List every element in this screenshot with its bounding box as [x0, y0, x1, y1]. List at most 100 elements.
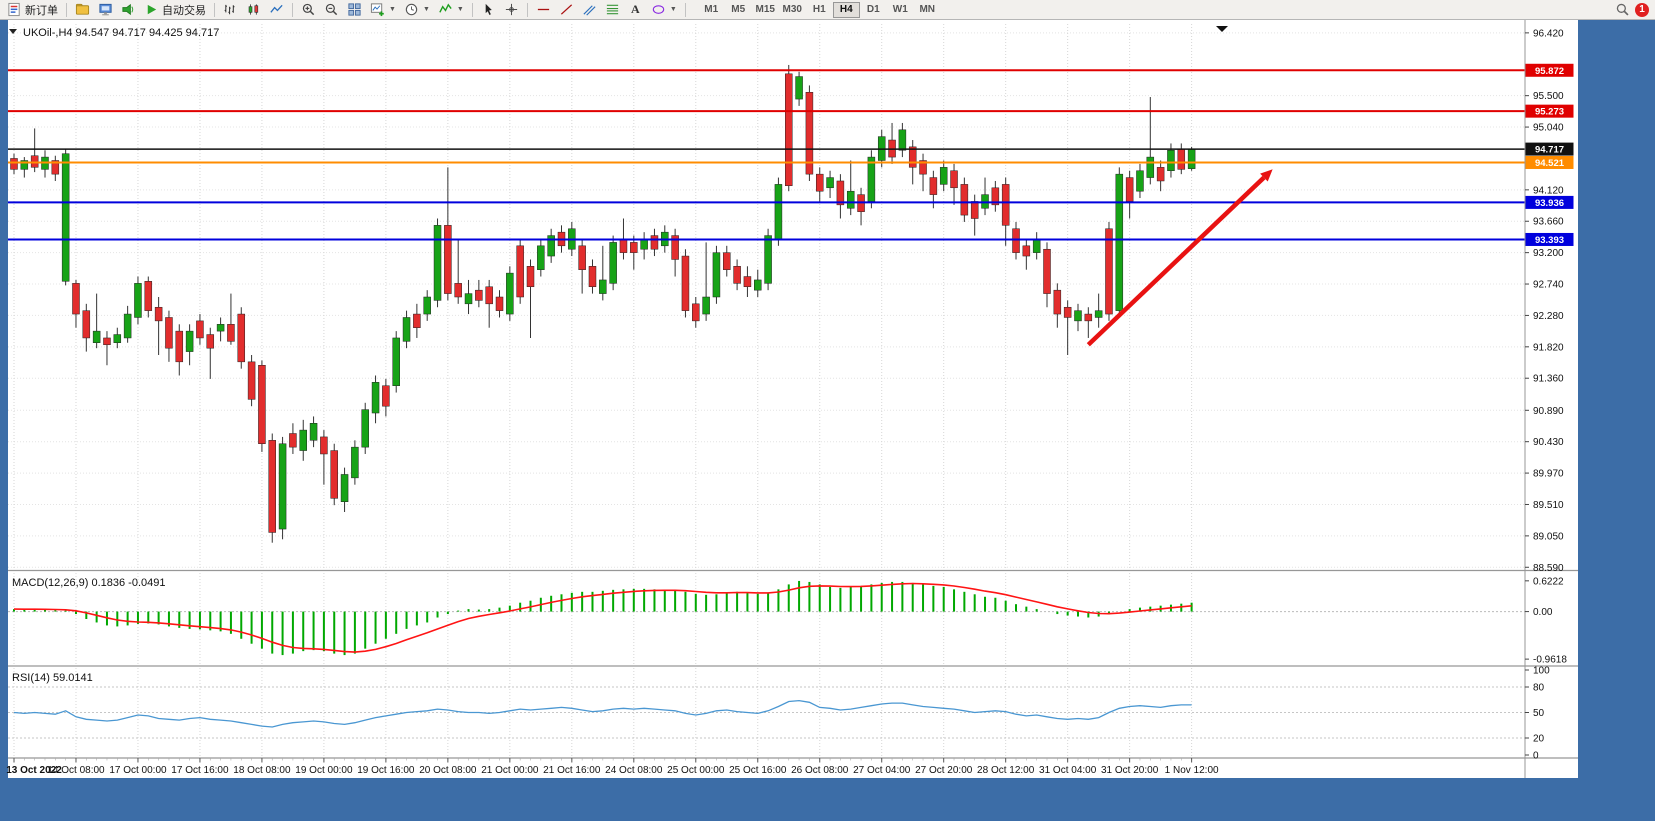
play-icon	[147, 4, 157, 15]
trendline-button[interactable]	[555, 1, 578, 19]
chart-area[interactable]: 96.420 95.500 95.040 94.120 93.660 93.200 92.7…	[0, 20, 1655, 821]
candle-body	[1001, 184, 1010, 226]
price-scale[interactable]: 96.420 95.500 95.040 94.120 93.660 93.200 92.7…	[1524, 20, 1574, 778]
price-lines	[8, 69, 1525, 241]
candle-body	[154, 306, 163, 322]
candlestick-chart-button[interactable]	[242, 1, 265, 19]
horizontal-line-button[interactable]	[532, 1, 555, 19]
trend-arrow[interactable]	[1086, 169, 1273, 347]
timeframe-d1[interactable]: D1	[860, 2, 887, 18]
editor-button[interactable]	[71, 1, 94, 19]
candle-body	[309, 423, 318, 441]
candle-body	[268, 440, 276, 533]
price-tick-label: 91.360	[1533, 374, 1564, 385]
zoom-in-icon	[302, 3, 315, 16]
candle-body	[702, 296, 710, 315]
new-order-icon	[8, 2, 20, 17]
candle-body	[1105, 228, 1113, 315]
candle-body	[103, 337, 111, 346]
time-axis-label: 17 Oct 16:00	[171, 765, 229, 776]
candle-body	[402, 317, 411, 342]
candle-body	[785, 73, 793, 187]
candle-body	[1136, 170, 1144, 192]
auto-trading-button[interactable]: 自动交易	[140, 1, 210, 19]
symbol-dropdown-icon[interactable]	[9, 29, 17, 34]
timeframe-m1[interactable]: M1	[698, 2, 725, 18]
candle-body	[258, 365, 266, 444]
new-chart-button[interactable]: ▼	[366, 1, 400, 19]
chart-title: UKOil-,H4 94.547 94.717 94.425 94.717	[23, 27, 219, 39]
candle-body	[671, 235, 679, 260]
price-badge-label: 94.521	[1535, 158, 1565, 169]
fibonacci-icon	[606, 4, 618, 15]
separator	[471, 2, 473, 17]
timeframe-m5[interactable]: M5	[725, 2, 752, 18]
zoom-out-button[interactable]	[320, 1, 343, 19]
candle-body	[299, 429, 307, 451]
fibonacci-button[interactable]	[601, 1, 624, 19]
candle-body	[371, 382, 380, 414]
price-badge	[1525, 104, 1574, 118]
candle-body	[599, 279, 607, 294]
zoom-out-icon	[325, 3, 338, 16]
timeframe-w1[interactable]: W1	[887, 2, 914, 18]
bar-chart-icon	[224, 4, 235, 15]
chevron-down-icon: ▼	[456, 6, 464, 13]
tile-windows-icon	[348, 3, 361, 16]
price-badge-label: 94.717	[1535, 145, 1564, 156]
candle-body	[712, 252, 721, 298]
candle-body	[61, 153, 70, 282]
crosshair-button[interactable]	[500, 1, 523, 19]
price-tick-label: 89.510	[1533, 500, 1564, 511]
trendline-icon	[560, 4, 572, 15]
timeframe-m30[interactable]: M30	[779, 2, 806, 18]
candle-body	[1053, 289, 1062, 315]
candle-body	[650, 235, 659, 250]
separator	[66, 2, 67, 17]
indicators-button[interactable]: ▼	[434, 1, 468, 19]
price-badge	[1525, 195, 1574, 209]
zoom-in-button[interactable]	[297, 1, 320, 19]
channel-button[interactable]	[578, 1, 601, 19]
candle-body	[351, 446, 359, 479]
time-axis-label: 26 Oct 08:00	[791, 765, 849, 776]
timeframe-h4[interactable]: H4	[832, 1, 860, 18]
candlestick-icon	[248, 4, 259, 15]
notification-badge[interactable]: 1	[1635, 2, 1649, 17]
price-tick-label: 95.040	[1533, 123, 1564, 134]
price-tick-label: 96.420	[1533, 28, 1564, 39]
price-badge	[1525, 142, 1574, 156]
tile-windows-button[interactable]	[343, 1, 366, 19]
candle-body	[846, 190, 855, 209]
period-button[interactable]: ▼	[400, 1, 434, 19]
scroll-position-marker[interactable]	[1216, 26, 1228, 32]
candle-body	[423, 296, 431, 315]
macd-panel	[8, 580, 1525, 656]
candle-body	[815, 173, 824, 192]
cursor-button[interactable]	[477, 1, 500, 19]
terminal-button[interactable]	[94, 1, 117, 19]
search-icon[interactable]	[1615, 2, 1630, 17]
timeframe-mn[interactable]: MN	[914, 2, 941, 18]
bar-chart-button[interactable]	[219, 1, 242, 19]
candle-body	[464, 293, 473, 305]
candle-body	[609, 242, 617, 284]
candle-body	[82, 310, 91, 339]
timeframe-h1[interactable]: H1	[806, 2, 833, 18]
crosshair-icon	[505, 3, 517, 16]
shapes-button[interactable]: ▼	[647, 1, 681, 19]
text-tool-button[interactable]: A	[624, 1, 647, 19]
candle-body	[795, 76, 803, 100]
candle-body	[588, 266, 597, 288]
line-chart-button[interactable]	[265, 1, 288, 19]
candle-body	[826, 177, 834, 189]
timeframe-m15[interactable]: M15	[752, 2, 779, 18]
toolbar: 新订单 自动交易 ▼ ▼ ▼ A ▼ M1 M5 M15 M30 H1 H4 D1 W1 MN …	[0, 0, 1655, 20]
chevron-down-icon: ▼	[422, 6, 430, 13]
candle-body	[619, 238, 628, 253]
candle-body	[144, 281, 153, 311]
candle-body	[1084, 313, 1093, 322]
new-order-button[interactable]: 新订单	[3, 1, 62, 19]
sounds-button[interactable]	[117, 1, 140, 19]
